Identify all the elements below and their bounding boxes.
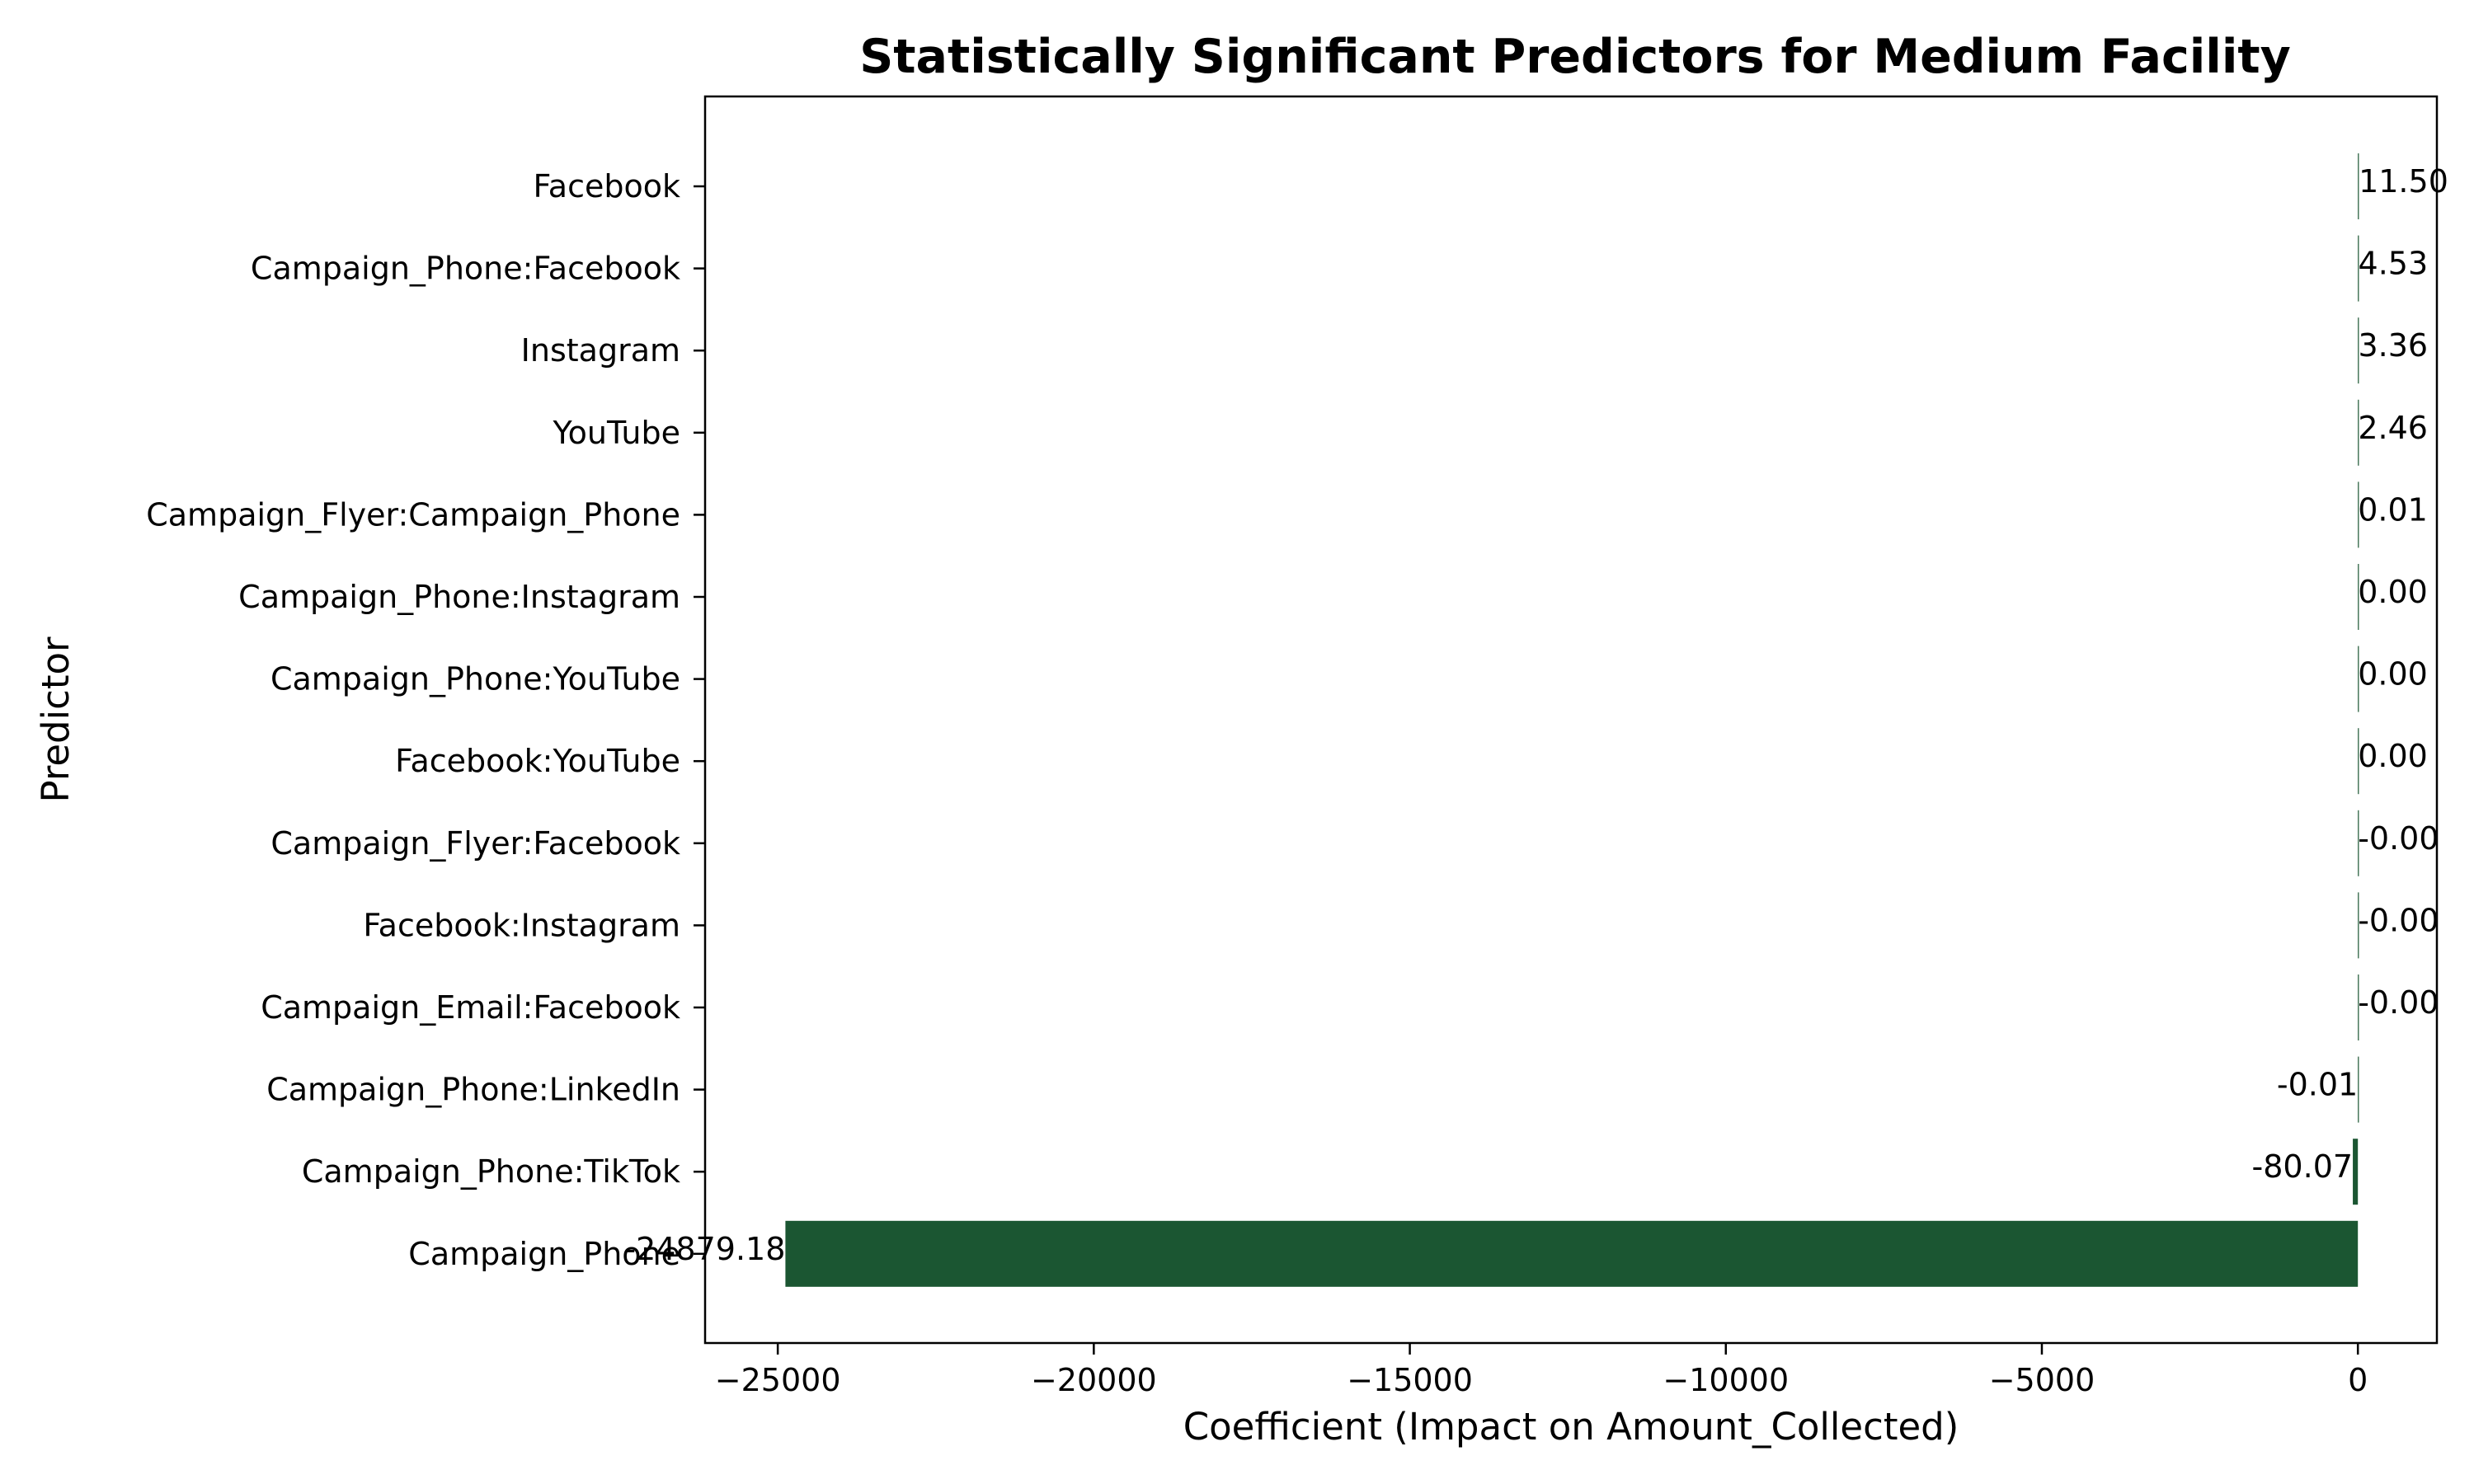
data-label: 11.50: [2359, 163, 2448, 200]
y-tick-label: Instagram: [521, 332, 680, 369]
bar-13: [785, 1220, 2359, 1287]
bar-1: [2358, 235, 2359, 302]
bar-3: [2358, 399, 2359, 466]
bar-10: [2358, 974, 2359, 1040]
y-tick-label: Campaign_Phone:LinkedIn: [266, 1072, 680, 1108]
data-label: -80.07: [2252, 1148, 2354, 1185]
y-tick-label: Campaign_Flyer:Facebook: [270, 825, 680, 862]
plot-frame: [703, 95, 2439, 1345]
x-tick-label: −25000: [715, 1362, 841, 1398]
y-tick-label: Facebook:Instagram: [363, 907, 680, 943]
bars-layer: [785, 153, 2359, 1287]
data-labels: 11.50 4.53 3.36 2.46 0.01 0.00 0.00 0.00 -0.00 -0…: [624, 163, 2448, 1267]
bar-11: [2358, 1056, 2359, 1123]
data-label: 0.00: [2358, 574, 2428, 610]
x-tick-label: −15000: [1347, 1362, 1473, 1398]
y-tick-label: YouTube: [552, 415, 680, 451]
y-tick-label: Campaign_Phone:Facebook: [251, 251, 680, 287]
data-label: -0.00: [2358, 902, 2439, 938]
bar-2: [2358, 317, 2359, 384]
y-tick-label: Campaign_Phone: [408, 1236, 680, 1272]
y-tick-label: Facebook:YouTube: [395, 743, 680, 779]
y-tick-label: Facebook: [533, 168, 680, 204]
bar-4: [2358, 481, 2359, 548]
y-tick-label: Campaign_Phone:YouTube: [270, 661, 680, 697]
data-label: 4.53: [2359, 246, 2429, 282]
bar-6: [2358, 646, 2359, 712]
y-axis-label: Predictor: [34, 636, 78, 803]
y-tick-label: Campaign_Email:Facebook: [261, 989, 680, 1026]
data-label: 0.01: [2358, 491, 2428, 528]
y-tick-label: Campaign_Flyer:Campaign_Phone: [146, 496, 680, 533]
bar-0: [2358, 153, 2359, 219]
chart-title: Statistically Significant Predictors for…: [859, 30, 2291, 84]
y-tick-labels: Facebook Campaign_Phone:Facebook Instagram…: [146, 168, 705, 1272]
data-label: -0.01: [2277, 1067, 2358, 1103]
bar-5: [2358, 564, 2359, 630]
x-axis-label: Coefficient (Impact on Amount_Collected): [1183, 1405, 1959, 1449]
x-tick-label: −5000: [1989, 1362, 2095, 1398]
data-label: 2.46: [2358, 410, 2428, 446]
y-tick-label: Campaign_Phone:TikTok: [302, 1153, 680, 1190]
bar-9: [2358, 892, 2359, 959]
data-label: 0.00: [2358, 656, 2428, 693]
data-label: 0.00: [2358, 738, 2428, 774]
data-label: 3.36: [2358, 327, 2428, 364]
x-ticks: −25000 −20000 −15000 −10000 −5000 0: [715, 1343, 2368, 1398]
y-tick-label: Campaign_Phone:Instagram: [238, 579, 680, 615]
x-tick-label: −10000: [1663, 1362, 1789, 1398]
bar-12: [2353, 1139, 2359, 1205]
bar-8: [2358, 810, 2359, 876]
bar-7: [2358, 728, 2359, 795]
data-label: -0.00: [2358, 984, 2439, 1021]
x-tick-label: 0: [2348, 1362, 2368, 1398]
x-tick-label: −20000: [1031, 1362, 1157, 1398]
data-label: -0.00: [2358, 820, 2439, 857]
